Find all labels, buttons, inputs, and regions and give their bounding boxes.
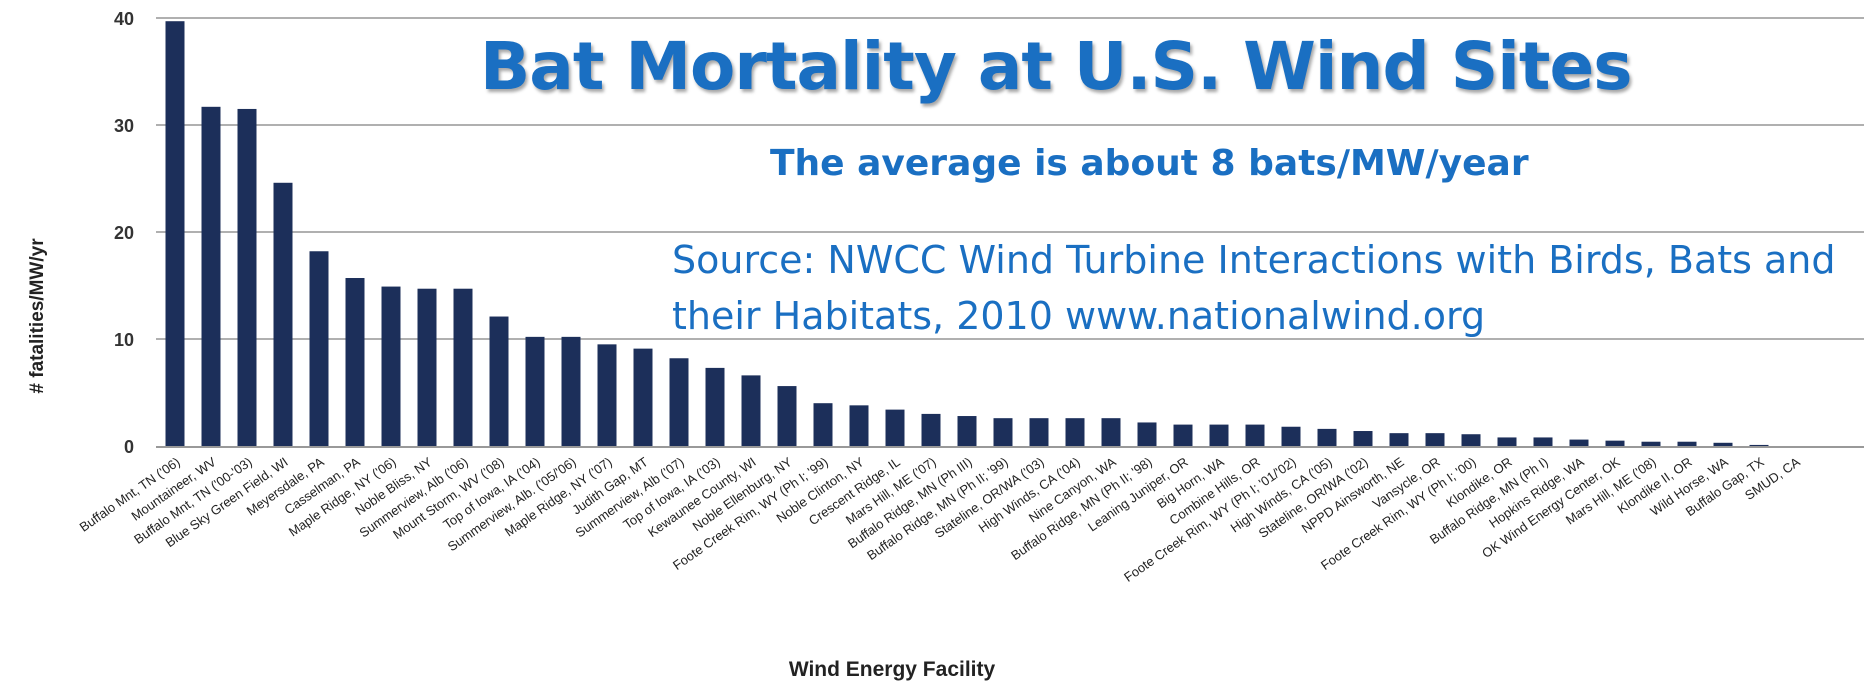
gridlines <box>156 17 1864 340</box>
bars <box>165 21 1769 447</box>
bar <box>273 182 293 446</box>
bar <box>669 358 689 446</box>
bar <box>381 286 401 446</box>
bar <box>1749 444 1769 446</box>
bar <box>1281 426 1301 446</box>
bar <box>1029 418 1049 446</box>
y-tick-label: 20 <box>114 223 134 243</box>
bar <box>561 336 581 446</box>
x-axis-label: Wind Energy Facility <box>788 658 996 681</box>
bar <box>741 375 761 446</box>
bar <box>201 106 221 446</box>
bar <box>1497 437 1517 446</box>
bar <box>813 403 833 446</box>
chart-subtitle: The average is about 8 bats/MW/year <box>770 143 1529 184</box>
bar <box>453 288 473 446</box>
y-axis-label: # fatalities/MW/yr <box>27 238 48 394</box>
y-tick-label: 30 <box>114 116 134 136</box>
bar <box>921 413 941 446</box>
bar <box>489 316 509 446</box>
bar <box>1209 424 1229 446</box>
bar <box>1569 439 1589 446</box>
bar <box>705 367 725 446</box>
bar <box>417 288 437 446</box>
bar <box>777 386 797 446</box>
bar <box>237 108 257 446</box>
bar <box>1317 428 1337 446</box>
bar <box>1101 418 1121 446</box>
bar <box>1605 440 1625 446</box>
bar <box>1173 424 1193 446</box>
chart-title: Bat Mortality at U.S. Wind Sites <box>480 28 1633 105</box>
bar <box>885 409 905 446</box>
bar <box>957 416 977 446</box>
y-tick-label: 40 <box>114 9 134 29</box>
bar <box>1713 442 1733 446</box>
bar <box>165 21 185 447</box>
bar <box>993 418 1013 446</box>
source-annotation: Source: NWCC Wind Turbine Interactions w… <box>672 238 1836 338</box>
x-tick-labels: Buffalo Mnt, TN ('06)Mountaineer, WVBuff… <box>77 454 1803 585</box>
y-tick-labels: 0 10 20 30 40 <box>114 9 134 457</box>
bar <box>849 405 869 446</box>
bar <box>1533 437 1553 446</box>
bar <box>1461 434 1481 446</box>
bar <box>633 348 653 446</box>
bar <box>1137 422 1157 446</box>
bar <box>345 278 365 446</box>
bar <box>1389 433 1409 446</box>
bar <box>1677 441 1697 446</box>
bar <box>1245 424 1265 446</box>
bar <box>597 344 617 446</box>
bar <box>1425 433 1445 446</box>
bar <box>309 251 329 446</box>
y-tick-label: 10 <box>114 330 134 350</box>
y-tick-label: 0 <box>124 437 134 457</box>
bar <box>1065 418 1085 446</box>
bar <box>1353 431 1373 446</box>
bar <box>525 336 545 446</box>
bar <box>1641 441 1661 446</box>
